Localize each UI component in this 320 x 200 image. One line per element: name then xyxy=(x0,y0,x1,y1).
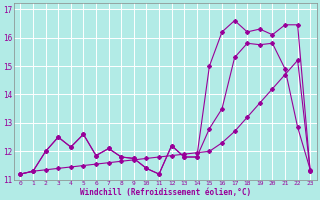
X-axis label: Windchill (Refroidissement éolien,°C): Windchill (Refroidissement éolien,°C) xyxy=(80,188,251,197)
